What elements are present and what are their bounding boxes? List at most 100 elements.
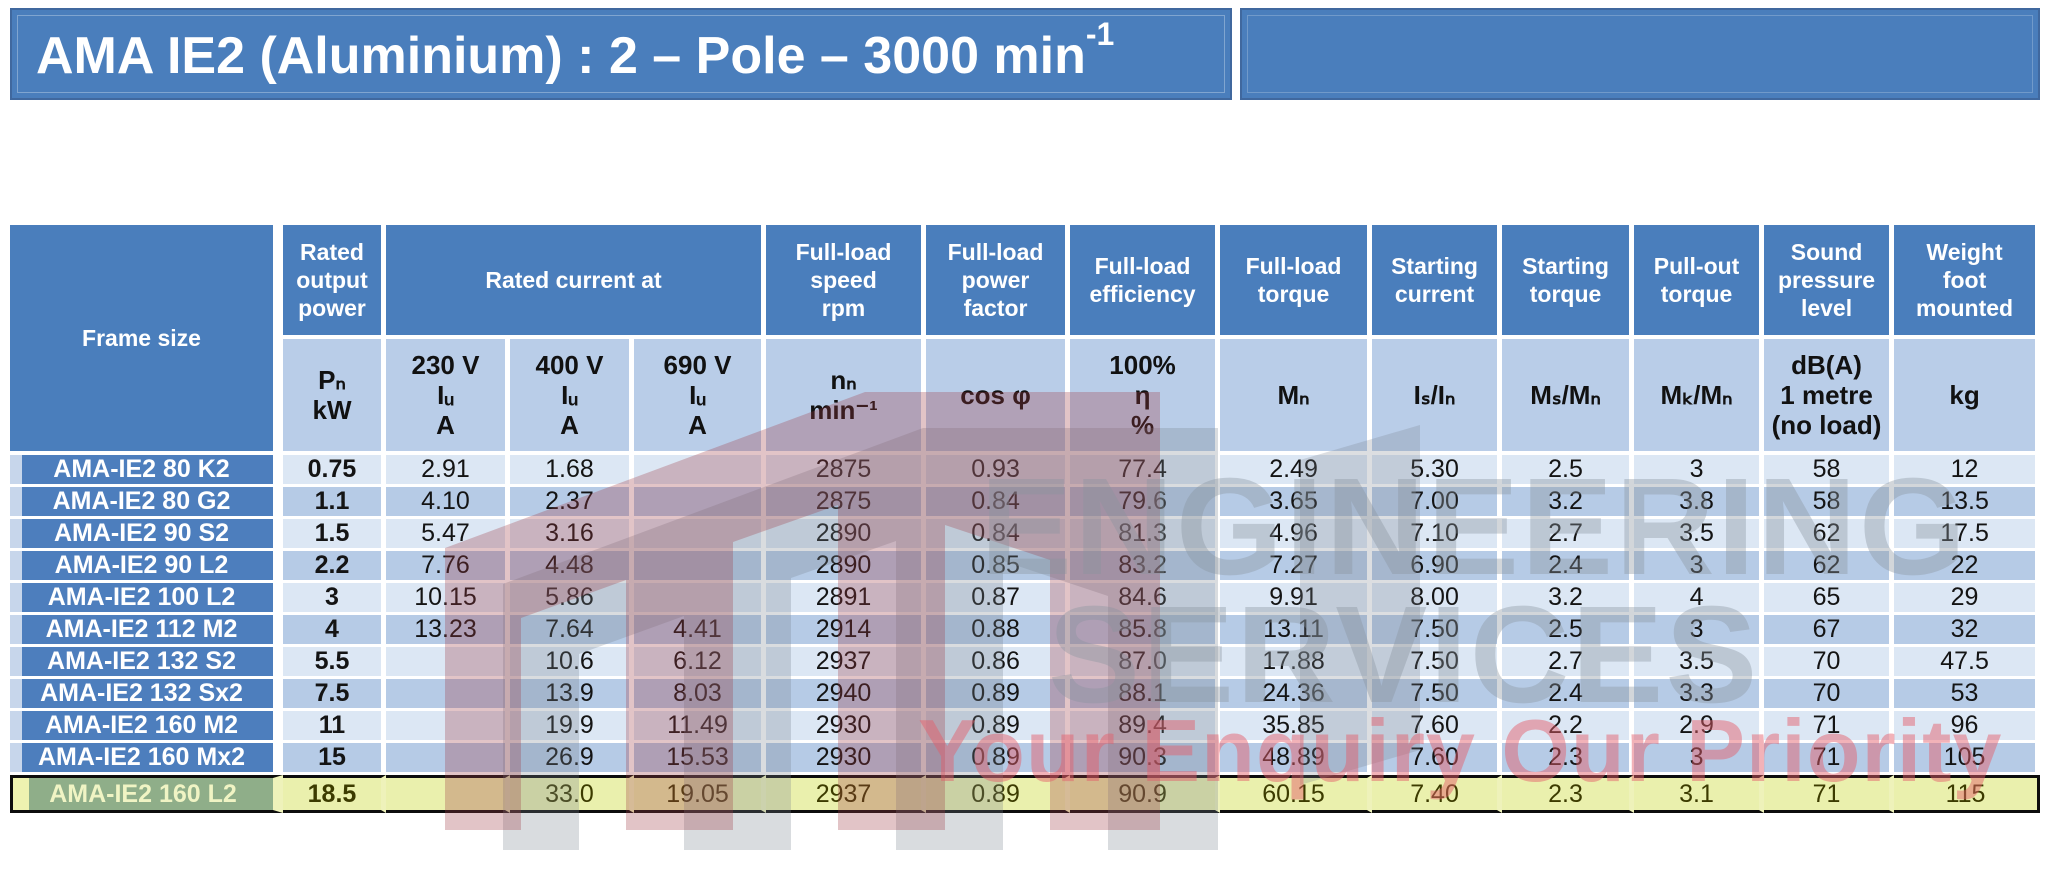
value-cell: 3.2 [1502, 487, 1635, 519]
value-cell [386, 647, 510, 679]
value-cell: 17.5 [1894, 519, 2041, 551]
value-cell: 87.0 [1070, 647, 1221, 679]
value-cell: 2.9 [1634, 711, 1765, 743]
col-header-full-load-efficiency: Full-load efficiency [1070, 225, 1221, 339]
table-row: AMA-IE2 90 L2 2.2 7.76 4.48 2890 0.85 83.2 7.27… [10, 551, 2041, 583]
value-cell: 3.5 [1634, 647, 1765, 679]
value-cell: 3 [1634, 455, 1765, 487]
value-cell: 0.89 [926, 711, 1071, 743]
value-cell: 2.5 [1502, 455, 1635, 487]
col-header-starting-torque: Starting torque [1502, 225, 1635, 339]
value-cell: 79.6 [1070, 487, 1221, 519]
value-cell: 2930 [766, 743, 927, 775]
unit-header-efficiency: 100% η % [1070, 339, 1221, 455]
table-row: AMA-IE2 112 M2 4 13.23 7.64 4.41 2914 0.88 85.8… [10, 615, 2041, 647]
value-cell: 4.41 [634, 615, 767, 647]
value-cell [634, 551, 767, 583]
value-cell: 2940 [766, 679, 927, 711]
value-cell: 2.3 [1502, 743, 1635, 775]
value-cell: 83.2 [1070, 551, 1221, 583]
value-cell [386, 711, 510, 743]
value-cell [634, 583, 767, 615]
value-cell: 4.10 [386, 487, 510, 519]
value-cell: 2930 [766, 711, 927, 743]
value-cell: 4.48 [510, 551, 634, 583]
value-cell: 2.3 [1502, 775, 1635, 813]
value-cell: 67 [1764, 615, 1895, 647]
value-cell: 0.85 [926, 551, 1071, 583]
value-cell: 7.00 [1372, 487, 1503, 519]
value-cell: 15 [283, 743, 386, 775]
frame-size-cell: AMA-IE2 160 M2 [10, 711, 283, 743]
value-cell [386, 679, 510, 711]
group-header-row: Frame size Rated output power Rated curr… [10, 225, 2041, 455]
value-cell: 0.84 [926, 519, 1071, 551]
value-cell: 7.10 [1372, 519, 1503, 551]
unit-header-pn-kw: Pₙ kW [283, 339, 386, 455]
value-cell: 3.3 [1634, 679, 1765, 711]
value-cell: 18.5 [283, 775, 386, 813]
value-cell: 2890 [766, 551, 927, 583]
value-cell: 3.1 [1634, 775, 1765, 813]
value-cell: 12 [1894, 455, 2041, 487]
col-header-full-load-power-factor: Full-load power factor [926, 225, 1071, 339]
value-cell: 81.3 [1070, 519, 1221, 551]
value-cell: 3.2 [1502, 583, 1635, 615]
value-cell: 71 [1764, 775, 1895, 813]
page-title-text: AMA IE2 (Aluminium) : 2 – Pole – 3000 mi… [36, 27, 1086, 86]
motor-spec-table: Frame size Rated output power Rated curr… [10, 225, 2041, 813]
value-cell: 2937 [766, 775, 927, 813]
value-cell: 2891 [766, 583, 927, 615]
value-cell: 58 [1764, 455, 1895, 487]
value-cell: 0.75 [283, 455, 386, 487]
table-row: AMA-IE2 80 G2 1.1 4.10 2.37 2875 0.84 79.6 3.65… [10, 487, 2041, 519]
col-header-sound-pressure-level: Sound pressure level [1764, 225, 1895, 339]
value-cell: 2.7 [1502, 519, 1635, 551]
value-cell: 19.9 [510, 711, 634, 743]
value-cell: 90.9 [1070, 775, 1221, 813]
value-cell: 2875 [766, 487, 927, 519]
value-cell: 2.4 [1502, 679, 1635, 711]
value-cell: 7.60 [1372, 743, 1503, 775]
value-cell: 10.15 [386, 583, 510, 615]
frame-size-cell: AMA-IE2 90 L2 [10, 551, 283, 583]
value-cell: 11.49 [634, 711, 767, 743]
unit-header-is-in: Iₛ/Iₙ [1372, 339, 1503, 455]
value-cell: 1.1 [283, 487, 386, 519]
value-cell: 13.9 [510, 679, 634, 711]
table-row: AMA-IE2 100 L2 3 10.15 5.86 2891 0.87 84.6 9.91… [10, 583, 2041, 615]
value-cell: 2937 [766, 647, 927, 679]
value-cell: 2.7 [1502, 647, 1635, 679]
value-cell: 0.88 [926, 615, 1071, 647]
value-cell: 47.5 [1894, 647, 2041, 679]
value-cell [634, 519, 767, 551]
value-cell: 70 [1764, 679, 1895, 711]
value-cell: 7.60 [1372, 711, 1503, 743]
value-cell: 5.5 [283, 647, 386, 679]
frame-size-cell: AMA-IE2 132 Sx2 [10, 679, 283, 711]
col-header-rated-current-at: Rated current at [386, 225, 767, 339]
value-cell: 62 [1764, 551, 1895, 583]
value-cell: 3 [1634, 615, 1765, 647]
value-cell: 22 [1894, 551, 2041, 583]
value-cell: 71 [1764, 711, 1895, 743]
value-cell: 2.91 [386, 455, 510, 487]
value-cell: 58 [1764, 487, 1895, 519]
value-cell: 4 [1634, 583, 1765, 615]
frame-size-cell: AMA-IE2 132 S2 [10, 647, 283, 679]
value-cell: 6.90 [1372, 551, 1503, 583]
value-cell: 9.91 [1220, 583, 1373, 615]
frame-size-cell: AMA-IE2 160 L2 [10, 775, 283, 813]
value-cell: 13.11 [1220, 615, 1373, 647]
value-cell [634, 455, 767, 487]
value-cell: 62 [1764, 519, 1895, 551]
value-cell: 17.88 [1220, 647, 1373, 679]
unit-header-row: Pₙ kW 230 V Iᵤ A 400 V Iᵤ A 690 V Iᵤ A n… [10, 339, 2041, 455]
unit-header-torque-mn: Mₙ [1220, 339, 1373, 455]
col-header-rated-output-power: Rated output power [283, 225, 386, 339]
value-cell: 84.6 [1070, 583, 1221, 615]
value-cell: 7.76 [386, 551, 510, 583]
unit-header-690v: 690 V Iᵤ A [634, 339, 767, 455]
value-cell: 33.0 [510, 775, 634, 813]
table-body: AMA-IE2 80 K2 0.75 2.91 1.68 2875 0.93 77.4 2.4… [10, 455, 2041, 813]
